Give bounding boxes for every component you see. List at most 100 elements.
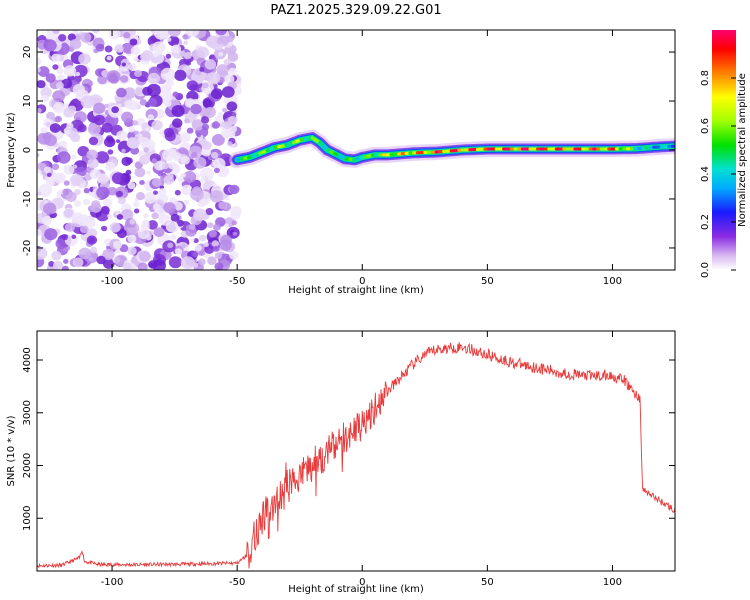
noise-blob <box>134 69 142 78</box>
noise-blob <box>52 64 59 70</box>
noise-blob <box>212 157 226 170</box>
noise-blob <box>122 87 136 99</box>
noise-blob <box>229 251 239 260</box>
noise-blob <box>180 256 195 269</box>
ridge <box>229 129 675 168</box>
noise-blob <box>207 222 214 229</box>
noise-blob <box>62 189 70 196</box>
noise-blob <box>134 130 140 135</box>
noise-blob <box>211 151 219 159</box>
noise-blob <box>78 53 91 65</box>
noise-blob <box>209 190 224 203</box>
noise-blob <box>199 234 207 242</box>
noise-blob <box>105 161 116 172</box>
chart-title: PAZ1.2025.329.09.22.G01 <box>270 3 441 18</box>
noise-blob <box>123 32 131 39</box>
noise-blob <box>193 156 207 169</box>
noise-blob <box>174 189 181 196</box>
noise-blob <box>139 180 145 185</box>
noise-blob <box>166 37 172 42</box>
noise-blob <box>51 53 61 62</box>
noise-blob <box>37 229 42 237</box>
noise-blob <box>133 57 139 62</box>
spectrogram-plot-area <box>37 30 675 270</box>
noise-blob <box>146 195 153 201</box>
noise-blob <box>211 240 220 248</box>
snr-frame <box>36 330 676 572</box>
noise-blob <box>213 167 220 174</box>
noise-blob <box>43 166 51 173</box>
noise-blob <box>154 30 168 40</box>
spectrogram-x-axis: -100 -50 0 50 100 <box>101 30 622 287</box>
noise-blob <box>43 39 57 52</box>
noise-blob <box>214 262 224 270</box>
noise-blob <box>139 137 150 146</box>
noise-blob <box>102 248 115 261</box>
noise-blob <box>213 223 221 231</box>
noise-blob <box>179 132 191 143</box>
noise-blob <box>70 38 82 50</box>
noise-blob <box>37 66 50 77</box>
noise-blob <box>170 234 177 240</box>
noise-blob <box>93 102 106 114</box>
noise-blob <box>183 171 197 183</box>
noise-blob <box>80 32 92 43</box>
noise-blob <box>79 225 89 234</box>
noise-blob <box>37 108 42 113</box>
noise-blob <box>224 74 235 84</box>
spectrogram-y-axis: -20 -10 0 10 20 <box>22 46 675 256</box>
noise-blob <box>232 231 238 236</box>
x-tick-label: 50 <box>481 276 494 287</box>
noise-blob <box>63 65 77 77</box>
noise-blob <box>226 101 238 112</box>
noise-blob <box>63 180 70 186</box>
noise-blob <box>218 201 228 210</box>
noise-blob <box>180 172 186 178</box>
x-tick-label: -100 <box>101 577 124 588</box>
noise-blob <box>146 170 151 175</box>
snr-plot-area <box>37 342 675 569</box>
noise-blob <box>112 240 122 250</box>
noise-blob <box>191 152 198 158</box>
noise-blob <box>93 114 106 126</box>
noise-blob <box>70 174 84 187</box>
noise-blob <box>197 200 206 208</box>
noise-blob <box>214 252 223 260</box>
noise-blob <box>138 250 151 262</box>
noise-blob <box>154 160 166 171</box>
colorbar-tick-label: 0.0 <box>700 262 711 278</box>
noise-blob <box>199 250 205 256</box>
noise-blob <box>61 265 69 270</box>
noise-blob <box>221 86 235 98</box>
noise-blob <box>152 259 166 270</box>
noise-blob <box>52 30 60 35</box>
noise-blob <box>37 80 46 89</box>
noise-blob <box>182 34 189 40</box>
colorbar-tick-label: 0.8 <box>700 70 711 86</box>
noise-blob <box>80 95 95 109</box>
noise-blob <box>37 67 41 73</box>
noise-blob <box>63 165 75 175</box>
noise-blob <box>165 221 179 233</box>
noise-blob <box>43 202 57 215</box>
noise-blob <box>171 105 185 117</box>
noise-blob <box>206 106 213 113</box>
noise-blob <box>106 70 121 84</box>
noise-blob <box>207 256 217 265</box>
noise-blob <box>229 205 242 217</box>
colorbar-tick-label: 0.6 <box>700 118 711 134</box>
noise-blob <box>206 72 221 85</box>
noise-blob <box>95 151 110 164</box>
x-tick-label: -50 <box>229 276 245 287</box>
noise-blob <box>147 220 158 230</box>
noise-blob <box>38 183 53 197</box>
snr-x-axis: -100 -50 0 50 100 <box>101 331 622 588</box>
noise-blob <box>40 87 52 98</box>
noise-blob <box>132 120 139 126</box>
snr-panel: -100 -50 0 50 100 1000 2000 3000 4000 Height of… <box>6 330 676 595</box>
noise-blob <box>172 118 183 128</box>
noise-blob <box>192 251 199 258</box>
noise-blob <box>121 156 132 166</box>
noise-blob <box>127 137 140 149</box>
noise-blob <box>51 163 60 171</box>
